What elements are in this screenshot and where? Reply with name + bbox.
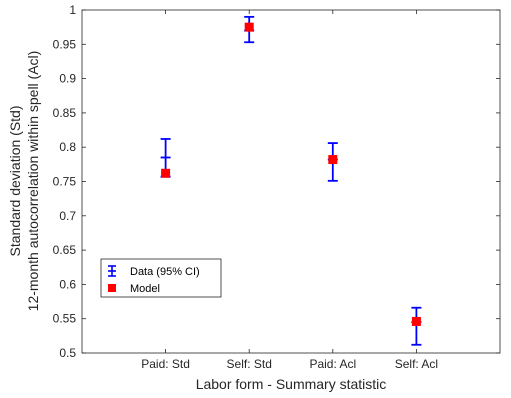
- y-tick-label: 0.85: [53, 106, 77, 120]
- x-tick-label: Self: Std: [227, 357, 272, 371]
- y-tick-label: 0.6: [59, 277, 76, 291]
- x-axis-label: Labor form - Summary statistic: [196, 376, 387, 392]
- plot-area: [81, 9, 501, 354]
- x-tick-label: Self: Acl: [395, 357, 438, 371]
- y-tick-label: 0.55: [53, 312, 77, 326]
- y-axis-ticks: 0.5 0.55 0.6 0.65 0.7 0.75 0.8 0.85 0.9 0.95 1: [53, 3, 500, 360]
- y-axis-label-line-1: Standard deviation (Std): [7, 106, 23, 257]
- legend-label-data: Data (95% CI): [130, 266, 200, 278]
- series-layer: [160, 15, 422, 346]
- legend-marker-model-icon: [108, 284, 116, 292]
- y-tick-label: 0.7: [59, 209, 76, 223]
- y-tick-label: 0.65: [53, 243, 77, 257]
- y-tick-label: 0.8: [59, 140, 76, 154]
- legend-errorbar-icon: [108, 265, 116, 277]
- y-axis-label-line-2: 12-month autocorrelation within spell (A…: [25, 51, 41, 312]
- y-tick-label: 0.75: [53, 175, 77, 189]
- legend-box: [100, 258, 222, 298]
- y-tick-label: 0.95: [53, 37, 77, 51]
- legend: Data (95% CI) Model: [100, 258, 222, 298]
- model-marker: [161, 168, 171, 178]
- x-axis-ticks: Paid: Std Self: Std Paid: Acl Self: Acl: [141, 10, 438, 371]
- x-tick-label: Paid: Acl: [309, 357, 356, 371]
- legend-label-model: Model: [130, 283, 160, 295]
- x-tick-label: Paid: Std: [141, 357, 190, 371]
- y-tick-label: 0.9: [59, 72, 76, 86]
- y-tick-label: 0.5: [59, 346, 76, 360]
- y-tick-label: 1: [69, 3, 76, 17]
- model-marker: [328, 155, 338, 165]
- model-marker: [411, 316, 421, 326]
- model-marker: [244, 22, 254, 32]
